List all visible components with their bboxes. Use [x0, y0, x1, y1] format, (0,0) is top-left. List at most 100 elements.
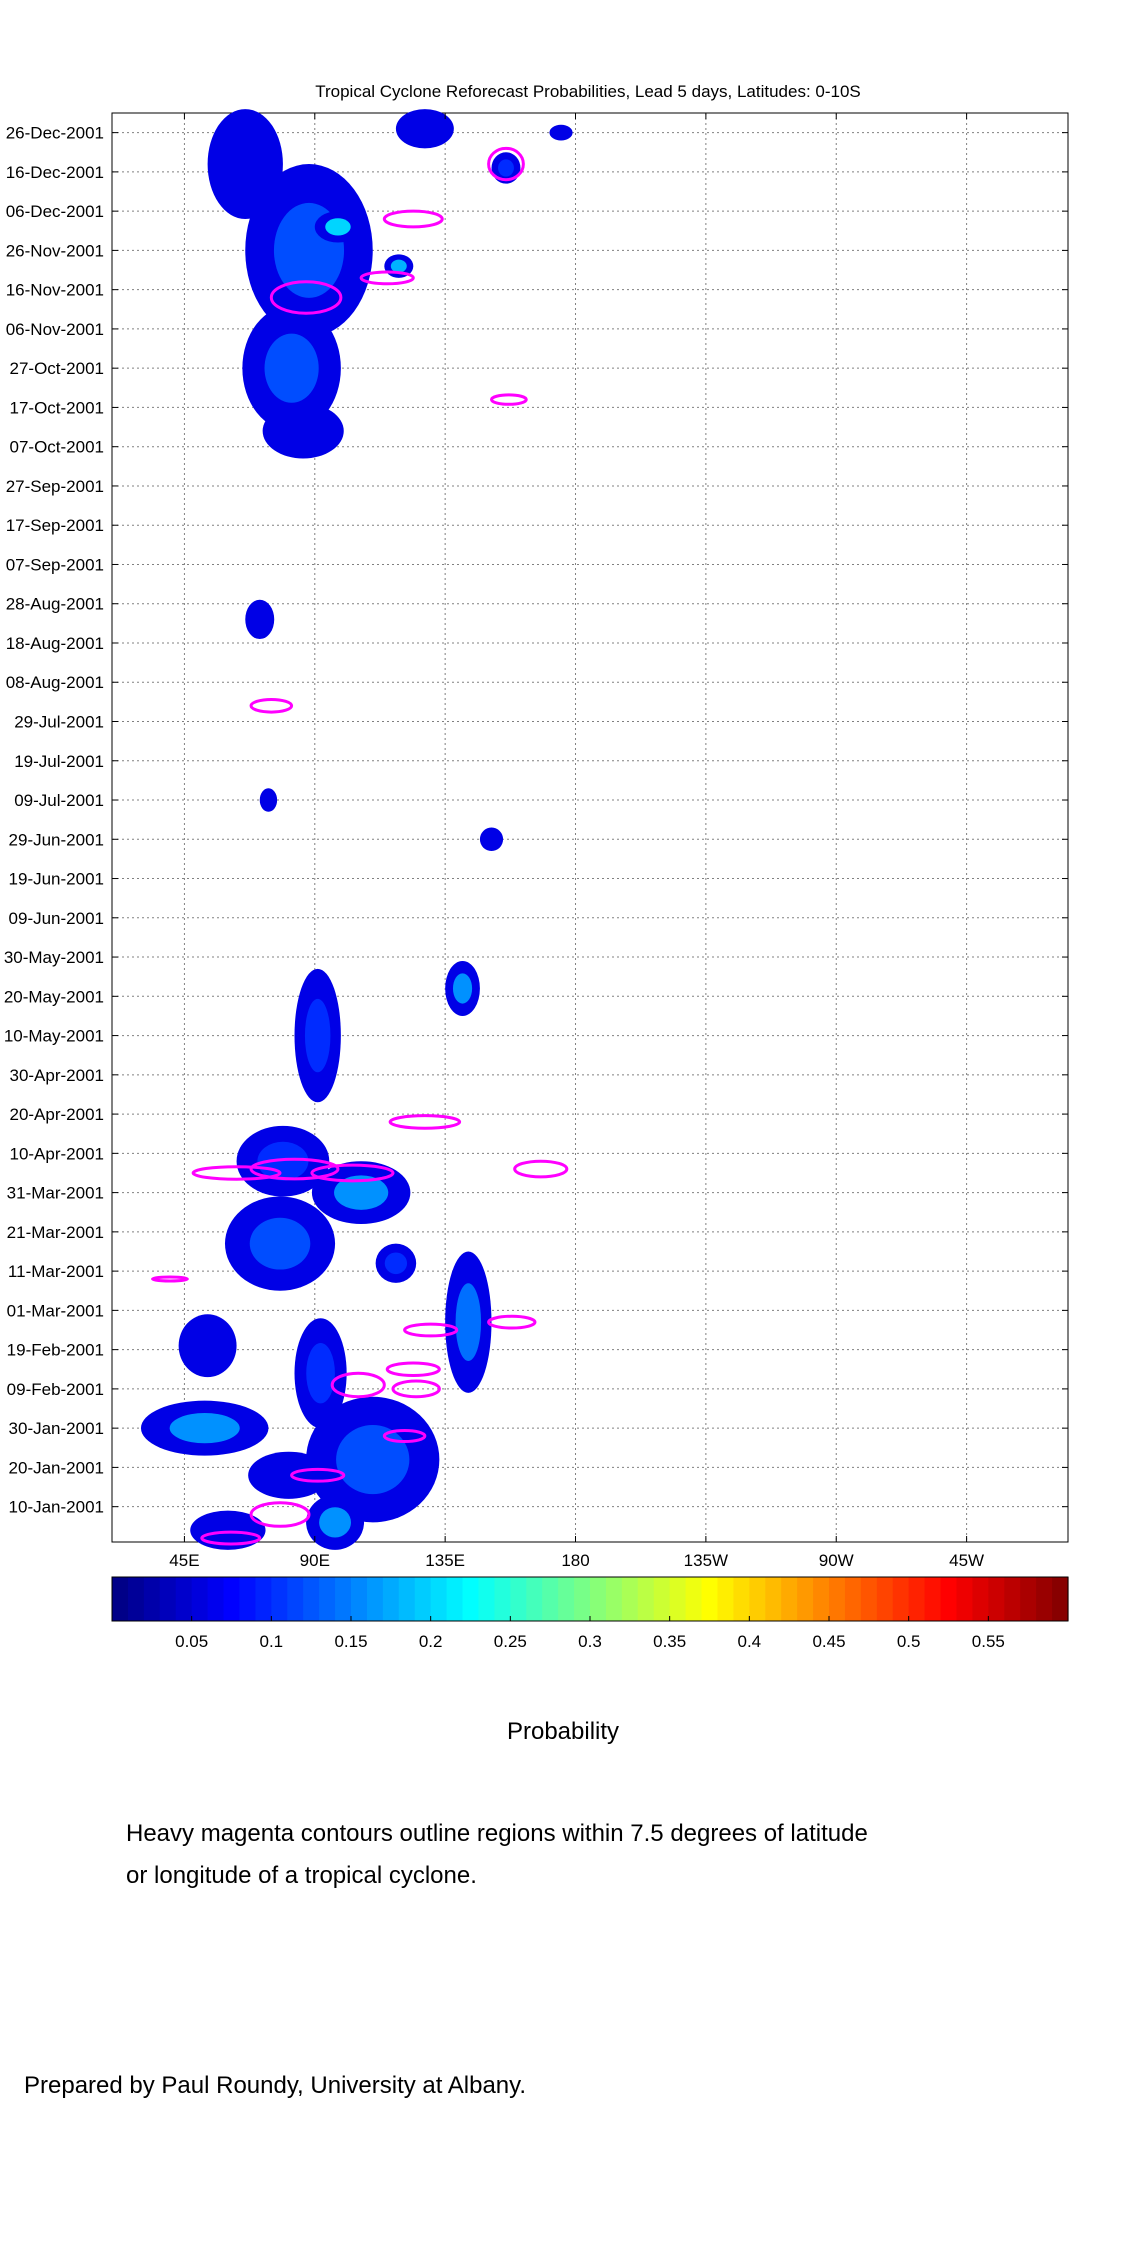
probability-region — [245, 599, 275, 640]
y-tick-label: 30-May-2001 — [4, 948, 104, 967]
colorbar-swatch — [972, 1577, 989, 1621]
colorbar-swatch — [733, 1577, 750, 1621]
plot-area: 45E 90E 135E 180 135W 90W 45W 26-Dec-2001 16-Dec… — [4, 109, 1069, 1570]
y-tick-label: 11-Mar-2001 — [8, 1262, 104, 1281]
colorbar-tick-label: 0.1 — [260, 1632, 284, 1651]
probability-region — [395, 109, 454, 149]
probability-region — [262, 403, 344, 459]
tc-contour — [249, 698, 294, 714]
y-tick-label: 07-Oct-2001 — [10, 438, 105, 457]
probability-core — [319, 1507, 352, 1538]
credit-text: Prepared by Paul Roundy, University at A… — [24, 2072, 527, 2099]
probability-core — [390, 259, 407, 273]
colorbar-swatch — [876, 1577, 894, 1621]
colorbar-swatch — [924, 1577, 942, 1621]
colorbar-swatch — [1020, 1577, 1037, 1621]
y-tick-label: 10-Jan-2001 — [9, 1498, 104, 1517]
tc-contour — [391, 1379, 441, 1399]
colorbar-swatch — [382, 1577, 400, 1621]
colorbar: 0.05 0.1 0.15 0.2 0.25 0.3 0.35 0.4 0.45 0.5 0.55 — [111, 1576, 1069, 1651]
colorbar-label: Probability — [506, 1718, 620, 1745]
y-tick-label: 28-Aug-2001 — [6, 595, 104, 614]
probability-core — [306, 1342, 335, 1404]
probability-region — [479, 827, 504, 852]
x-tick-label: 45E — [169, 1551, 199, 1570]
y-tick-label: 19-Jul-2001 — [14, 752, 104, 771]
y-tick-label: 09-Feb-2001 — [7, 1380, 104, 1399]
colorbar-swatch — [621, 1577, 639, 1621]
colorbar-tick-label: 0.35 — [653, 1632, 686, 1651]
tc-contour — [151, 1275, 189, 1283]
y-tick-label: 19-Feb-2001 — [7, 1341, 104, 1360]
tc-contour — [290, 1467, 346, 1483]
colorbar-swatch — [112, 1577, 129, 1621]
colorbar-swatch — [892, 1577, 910, 1621]
colorbar-swatch — [414, 1577, 432, 1621]
y-tick-label: 07-Sep-2001 — [6, 555, 104, 574]
y-tick-label: 09-Jun-2001 — [9, 909, 104, 928]
colorbar-swatch — [462, 1577, 480, 1621]
colorbar-swatch — [637, 1577, 655, 1621]
x-tick-label: 90E — [300, 1551, 330, 1570]
colorbar-swatch — [701, 1577, 719, 1621]
colorbar-swatch — [239, 1577, 256, 1621]
colorbar-swatch — [143, 1577, 161, 1621]
colorbar-tick-label: 0.4 — [738, 1632, 762, 1651]
colorbar-swatch — [255, 1577, 272, 1621]
tc-contour — [403, 1322, 459, 1338]
colorbar-swatch — [335, 1577, 352, 1621]
colorbar-swatch — [558, 1577, 575, 1621]
colorbar-tick-label: 0.05 — [175, 1632, 208, 1651]
probability-core — [249, 1217, 311, 1270]
probability-region — [190, 1510, 266, 1550]
colorbar-tick-label: 0.25 — [494, 1632, 527, 1651]
y-tick-label: 08-Aug-2001 — [6, 673, 104, 692]
tc-contour — [330, 1371, 386, 1399]
x-tick-label: 180 — [561, 1551, 589, 1570]
y-tick-label: 31-Mar-2001 — [7, 1184, 104, 1203]
colorbar-swatch — [398, 1577, 416, 1621]
x-tick-label: 90W — [819, 1551, 854, 1570]
colorbar-tick-label: 0.15 — [334, 1632, 367, 1651]
colorbar-swatch — [813, 1577, 830, 1621]
colorbar-swatch — [542, 1577, 559, 1621]
x-tick-label: 135W — [684, 1551, 728, 1570]
colorbar-swatch — [446, 1577, 464, 1621]
y-tick-label: 16-Dec-2001 — [6, 163, 104, 182]
probability-core — [455, 1283, 482, 1362]
y-tick-label: 01-Mar-2001 — [7, 1301, 104, 1320]
y-tick-label: 26-Dec-2001 — [6, 124, 104, 143]
probability-region — [248, 1451, 330, 1499]
chart-title: Tropical Cyclone Reforecast Probabilitie… — [315, 82, 861, 101]
tc-contour — [487, 146, 525, 182]
colorbar-swatch — [988, 1577, 1005, 1621]
colorbar-swatch — [223, 1577, 241, 1621]
colorbar-swatch — [797, 1577, 814, 1621]
tc-contour — [359, 270, 415, 286]
y-tick-label: 29-Jun-2001 — [9, 830, 104, 849]
y-tick-label: 06-Nov-2001 — [6, 320, 104, 339]
colorbar-swatch — [669, 1577, 687, 1621]
probability-core — [384, 1252, 408, 1275]
y-tick-label: 20-Apr-2001 — [9, 1105, 104, 1124]
x-tick-label: 45W — [949, 1551, 984, 1570]
probability-core — [452, 973, 473, 1004]
colorbar-swatch — [781, 1577, 798, 1621]
colorbar-swatch — [478, 1577, 495, 1621]
colorbar-swatch — [510, 1577, 527, 1621]
tc-contour — [388, 1114, 462, 1130]
tc-contour — [513, 1159, 569, 1179]
probability-core — [336, 1425, 410, 1495]
y-tick-label: 10-Apr-2001 — [9, 1144, 104, 1163]
colorbar-swatch — [351, 1577, 368, 1621]
colorbar-swatch — [685, 1577, 703, 1621]
colorbar-swatch — [956, 1577, 973, 1621]
tc-contour — [310, 1163, 395, 1183]
colorbar-swatch — [765, 1577, 782, 1621]
probability-region — [259, 788, 278, 812]
colorbar-tick-label: 0.3 — [578, 1632, 602, 1651]
y-tick-label: 27-Oct-2001 — [10, 359, 105, 378]
colorbar-tick-label: 0.55 — [972, 1632, 1005, 1651]
colorbar-swatch — [717, 1577, 734, 1621]
colorbar-swatch — [653, 1577, 671, 1621]
